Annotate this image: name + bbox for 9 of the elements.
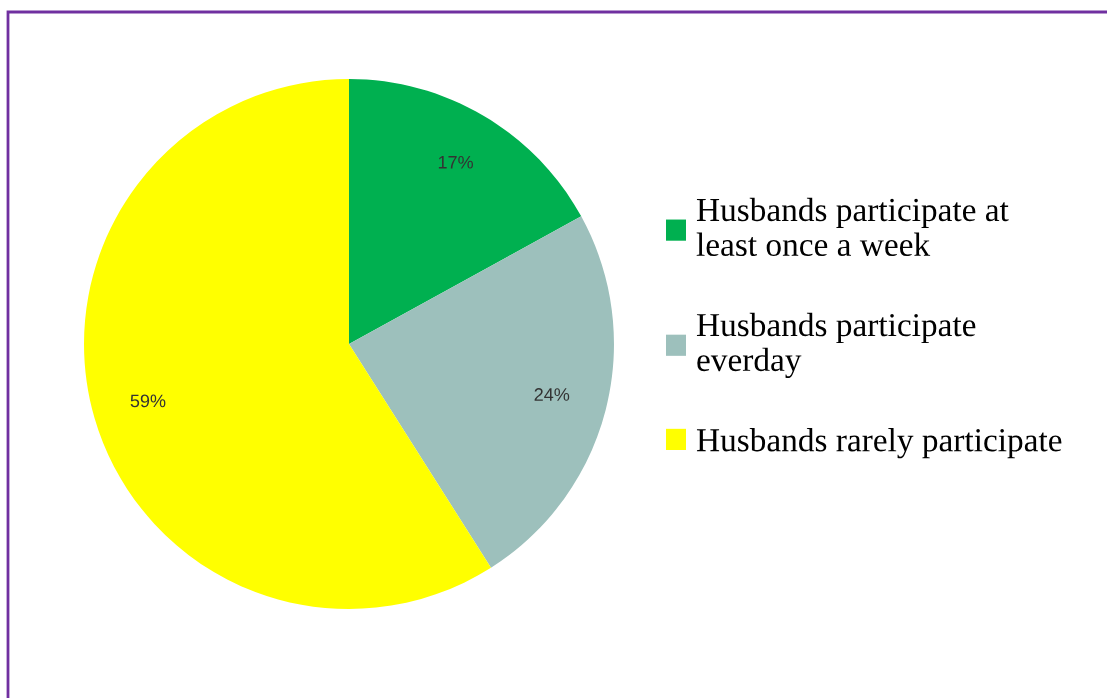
data-label: 59%: [130, 394, 166, 408]
data-label: 24%: [534, 388, 570, 401]
pie-slice: [349, 79, 582, 344]
pie-slice: [349, 216, 614, 568]
data-label: 17%: [438, 155, 473, 169]
legend-label: Husbands participate at least once a week: [696, 197, 1009, 257]
legend-label: Husbands rarely participate: [696, 428, 1062, 459]
legend-label: Husbands participate everday: [696, 312, 976, 379]
pie-slice: [84, 79, 491, 609]
